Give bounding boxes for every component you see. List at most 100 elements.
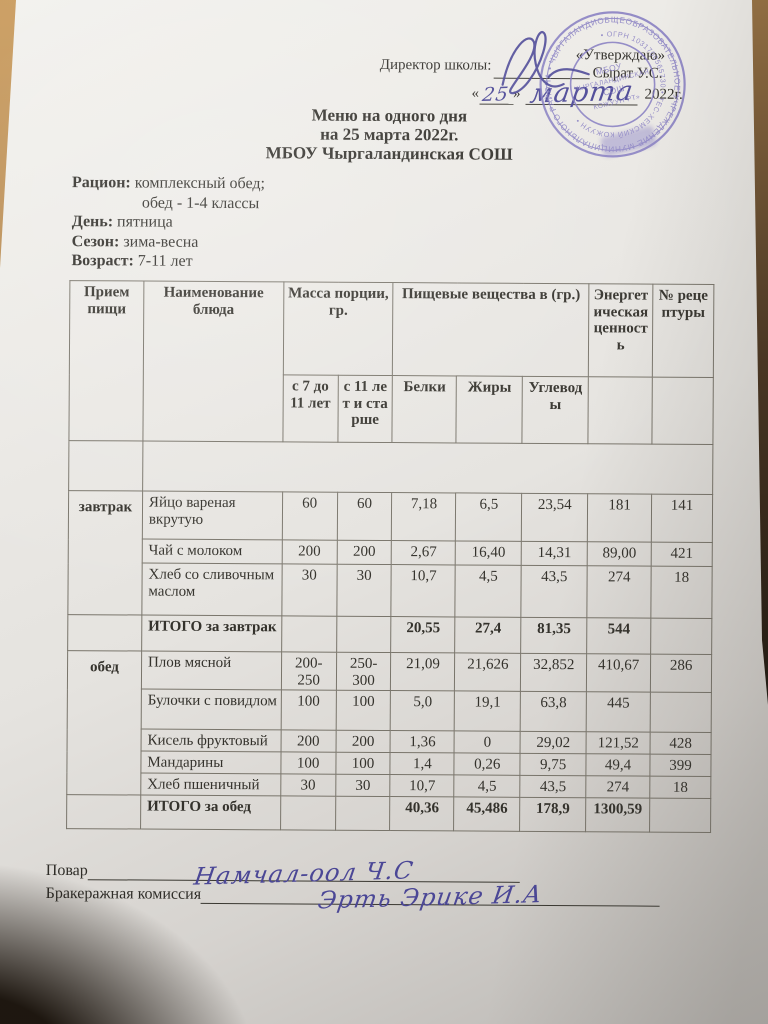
recipe-cell: 428 [650,732,712,755]
fat-cell: 27,4 [455,616,522,654]
header-carb: Углеводы [522,376,589,444]
menu-title: Меню на одного дня на 25 марта 2022г. МБ… [200,105,578,164]
day-label: День: [71,213,114,231]
info-day: День: пятница [72,212,265,233]
carb-cell: 29,02 [520,731,587,754]
commission-label: Бракеражная комиссия [45,884,202,903]
mass7-cell: 30 [281,563,337,617]
menu-info-block: Рацион: комплексный обед; обед - 1-4 кла… [71,173,265,272]
mass7-cell: 200-250 [281,651,337,691]
protein-cell: 1,36 [390,730,455,753]
energy-cell: 49,4 [586,753,651,776]
header-recipe: № рецептуры [652,284,714,378]
title-line2: на 25 марта 2022г. [320,124,459,145]
stamp-smudge [600,125,657,157]
protein-cell: 7,18 [391,492,456,541]
carb-cell: 43,5 [520,774,587,798]
mass11-cell: 30 [335,773,391,797]
meal-cell-empty [66,794,141,829]
energy-cell: 274 [587,565,652,619]
recipe-cell [649,797,711,833]
meal-cell-lunch: обед [66,650,142,795]
mass7-cell: 200 [280,729,336,753]
season-label: Сезон: [71,232,120,250]
recipe-cell: 18 [650,566,713,619]
ration-label: Рацион: [71,174,131,192]
commission-signature-row: Бракеражная комиссия Эрть Эрике И.А [45,877,660,915]
lunch-total-row: ИТОГО за обед 40,36 45,486 178,9 1300,59 [66,794,711,833]
table-row: завтрак Яйцо вареная вкрутую 60 60 7,18 … [67,490,713,616]
recipe-cell [650,692,712,733]
dish-cell: Кисель фруктовый [140,729,281,752]
dish-cell: Чай с молоком [142,539,283,564]
recipe-cell [650,618,712,655]
commission-signature: Эрть Эрике И.А [316,880,545,915]
mass7-cell: 60 [282,491,338,541]
energy-cell: 445 [586,691,651,733]
mass7-cell: 30 [280,773,336,796]
menu-table: Прием пищи Наименование блюда Масса порц… [66,280,714,833]
header-protein: Белки [392,375,457,443]
spacer-cell-rest [142,441,713,495]
energy-cell: 274 [585,775,650,798]
mass7-cell [281,615,337,653]
energy-cell: 544 [586,617,651,655]
fat-cell: 16,40 [455,540,522,566]
ration-value: комплексный обед; [134,174,266,193]
fat-cell: 21,626 [454,652,521,692]
meal-cell-empty [67,614,142,652]
dish-cell: Яйцо вареная вкрутую [142,491,283,540]
header-energy: Энергетическая ценность [588,283,653,378]
mass11-cell: 250-300 [336,652,392,691]
info-ration-line2: обед - 1-4 классы [72,193,265,214]
recipe-cell: 399 [649,754,712,777]
spacer-row [68,440,713,495]
dish-cell: Хлеб со сливочным маслом [141,563,282,616]
stamp-center-line4: КОЖУУН РТ» [593,93,641,111]
energy-cell: 121,52 [586,731,651,755]
energy-cell: 181 [587,493,652,543]
spacer-cell-meal [68,440,143,492]
ration-value2: обед - 1-4 классы [141,194,260,212]
mass11-cell [335,795,391,831]
recipe-cell: 421 [651,542,713,567]
info-season: Сезон: зима-весна [72,232,265,253]
mass11-cell: 30 [336,564,392,617]
fat-cell: 4,5 [454,774,521,797]
carb-cell: 178,9 [519,796,586,832]
dish-cell: Булочки с повидлом [141,689,282,730]
energy-cell: 1300,59 [585,797,650,832]
header-nutrients: Пищевые вещества в (гр.) [392,282,590,377]
protein-cell: 10,7 [391,564,456,617]
carb-cell: 23,54 [521,493,588,542]
mass11-cell: 100 [335,752,391,775]
dish-cell: Плов мясной [141,651,282,690]
header-fat: Жиры [456,375,523,444]
recipe-cell: 18 [649,775,711,799]
stamp-center-line1: МБОУ [595,61,623,77]
director-signature [501,31,590,95]
carb-cell: 81,35 [520,617,588,654]
info-age: Возраст: 7-11 лет [71,251,264,272]
dish-cell: Хлеб пшеничный [140,772,281,796]
mass11-cell: 200 [336,540,392,565]
protein-cell: 10,7 [390,774,455,797]
protein-cell: 20,55 [391,616,456,653]
mass11-cell: 60 [336,492,393,541]
quote-open: « [471,85,480,102]
protein-cell: 5,0 [390,690,455,731]
protein-cell: 21,09 [390,652,456,691]
energy-cell: 89,00 [587,541,652,567]
director-label: Директор школы: [379,56,492,74]
header-age7: с 7 до 11 лет [282,374,338,443]
title-line1: Меню на одного дня [311,105,468,126]
table-row: Хлеб со сливочным маслом 30 30 10,7 4,5 … [68,563,713,619]
carb-cell: 63,8 [520,691,587,732]
carb-cell: 32,852 [520,653,587,692]
protein-cell: 2,67 [391,540,456,565]
header-dish: Наименование блюда [142,281,284,442]
fat-cell: 4,5 [455,564,522,618]
mass7-cell: 100 [280,751,336,774]
fat-cell: 45,486 [453,796,521,831]
